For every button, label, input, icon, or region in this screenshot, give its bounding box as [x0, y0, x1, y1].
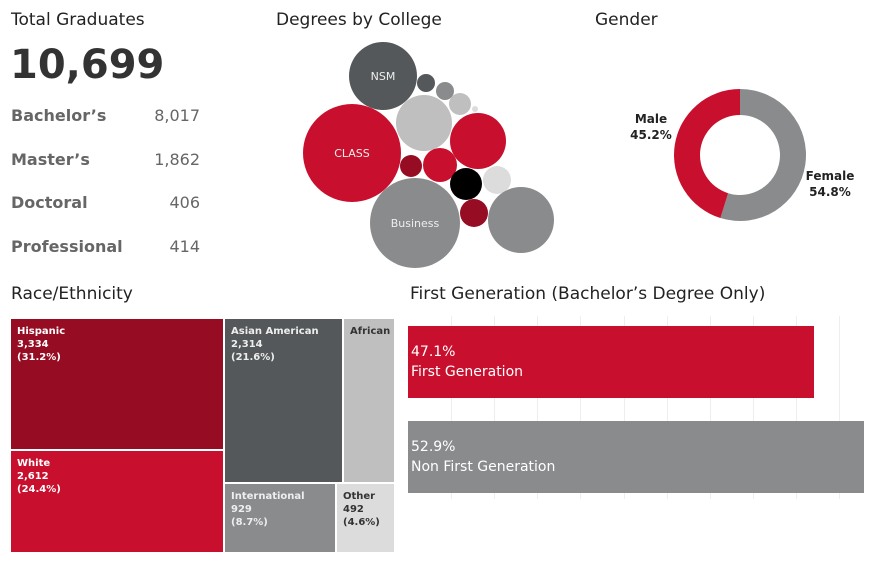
race-name: Asian American [231, 326, 319, 337]
gridline [494, 316, 496, 499]
college-bubble[interactable] [460, 199, 488, 227]
race-ethnicity-title: Race/Ethnicity [11, 284, 133, 304]
race-tile[interactable]: African [343, 318, 395, 483]
race-name: Hispanic [17, 326, 66, 337]
bar-label: First Generation [411, 364, 524, 380]
gridline [537, 316, 539, 499]
gender-donut-chart [674, 89, 806, 221]
race-tile[interactable]: White 2,612 (24.4%) [10, 450, 224, 553]
gender-title: Gender [595, 10, 658, 30]
race-count: 2,314 [231, 339, 263, 350]
first-generation-title: First Generation (Bachelor’s Degree Only… [410, 284, 766, 304]
college-bubble[interactable] [450, 168, 482, 200]
race-pct: (21.6%) [231, 352, 275, 363]
class-bubble[interactable] [303, 104, 401, 202]
female-pct: 54.8% [809, 185, 851, 199]
race-count: 492 [343, 504, 364, 515]
degree-label: Professional [11, 236, 123, 256]
male-label-text: Male [634, 112, 668, 126]
race-tile[interactable]: Hispanic 3,334 (31.2%) [10, 318, 224, 450]
college-bubble-chart: NSM CLASS Business [303, 42, 554, 268]
degree-value: 8,017 [154, 106, 200, 125]
male-label: Male 45.2% [626, 111, 676, 143]
college-bubble[interactable] [400, 155, 422, 177]
gridline [795, 316, 797, 499]
race-tile[interactable]: International 929 (8.7%) [224, 483, 336, 553]
gridline [623, 316, 625, 499]
degree-value: 406 [169, 193, 200, 212]
college-bubble[interactable] [472, 106, 478, 112]
race-pct: (8.7%) [231, 517, 268, 528]
nsm-bubble[interactable] [349, 42, 417, 110]
business-bubble-label: Business [391, 217, 440, 230]
total-graduates-title: Total Graduates [11, 10, 145, 30]
college-bubble[interactable] [488, 187, 554, 253]
bar-pct: 47.1% [411, 344, 456, 360]
race-name: African [350, 326, 391, 337]
race-count: 2,612 [17, 471, 49, 482]
nsm-bubble-label: NSM [371, 70, 396, 83]
degree-value: 1,862 [154, 149, 200, 169]
first-gen-bar[interactable]: 47.1% First Generation [408, 326, 814, 398]
gridline [666, 316, 668, 499]
college-bubble[interactable] [396, 95, 452, 151]
race-pct: (4.6%) [343, 517, 380, 528]
first-gen-bar[interactable]: 52.9% Non First Generation [408, 421, 864, 493]
total-graduates-value: 10,699 [10, 42, 165, 88]
gridline [709, 316, 711, 499]
race-name: Other [343, 491, 376, 502]
male-segment[interactable] [674, 89, 740, 219]
degree-label: Master’s [11, 149, 90, 169]
race-tile[interactable]: Asian American 2,314 (21.6%) [224, 318, 343, 483]
degree-label: Bachelor’s [11, 106, 107, 125]
female-segment[interactable] [720, 89, 806, 221]
college-bubble[interactable] [450, 113, 506, 169]
male-pct: 45.2% [630, 128, 672, 142]
degree-label: Doctoral [11, 193, 88, 212]
female-label-text: Female [805, 169, 855, 183]
college-bubble[interactable] [417, 74, 435, 92]
gridline [451, 316, 453, 499]
gridline [752, 316, 754, 499]
college-bubble[interactable] [423, 148, 457, 182]
degree-value: 414 [169, 236, 200, 256]
gridline [839, 316, 840, 499]
race-name: International [231, 491, 305, 502]
female-label: Female 54.8% [804, 168, 856, 200]
bar-pct: 52.9% [411, 439, 456, 455]
college-bubble[interactable] [483, 166, 511, 194]
bar-label: Non First Generation [411, 459, 556, 475]
degrees-by-college-title: Degrees by College [276, 10, 442, 30]
race-pct: (31.2%) [17, 352, 61, 363]
race-pct: (24.4%) [17, 484, 61, 495]
race-count: 929 [231, 504, 252, 515]
college-bubble[interactable] [449, 93, 471, 115]
race-count: 3,334 [17, 339, 49, 350]
race-name: White [17, 458, 51, 469]
race-tile[interactable]: Other 492 (4.6%) [336, 483, 395, 553]
class-bubble-label: CLASS [334, 147, 370, 160]
gridline [580, 316, 582, 499]
college-bubble[interactable] [436, 82, 454, 100]
business-bubble[interactable] [370, 178, 460, 268]
